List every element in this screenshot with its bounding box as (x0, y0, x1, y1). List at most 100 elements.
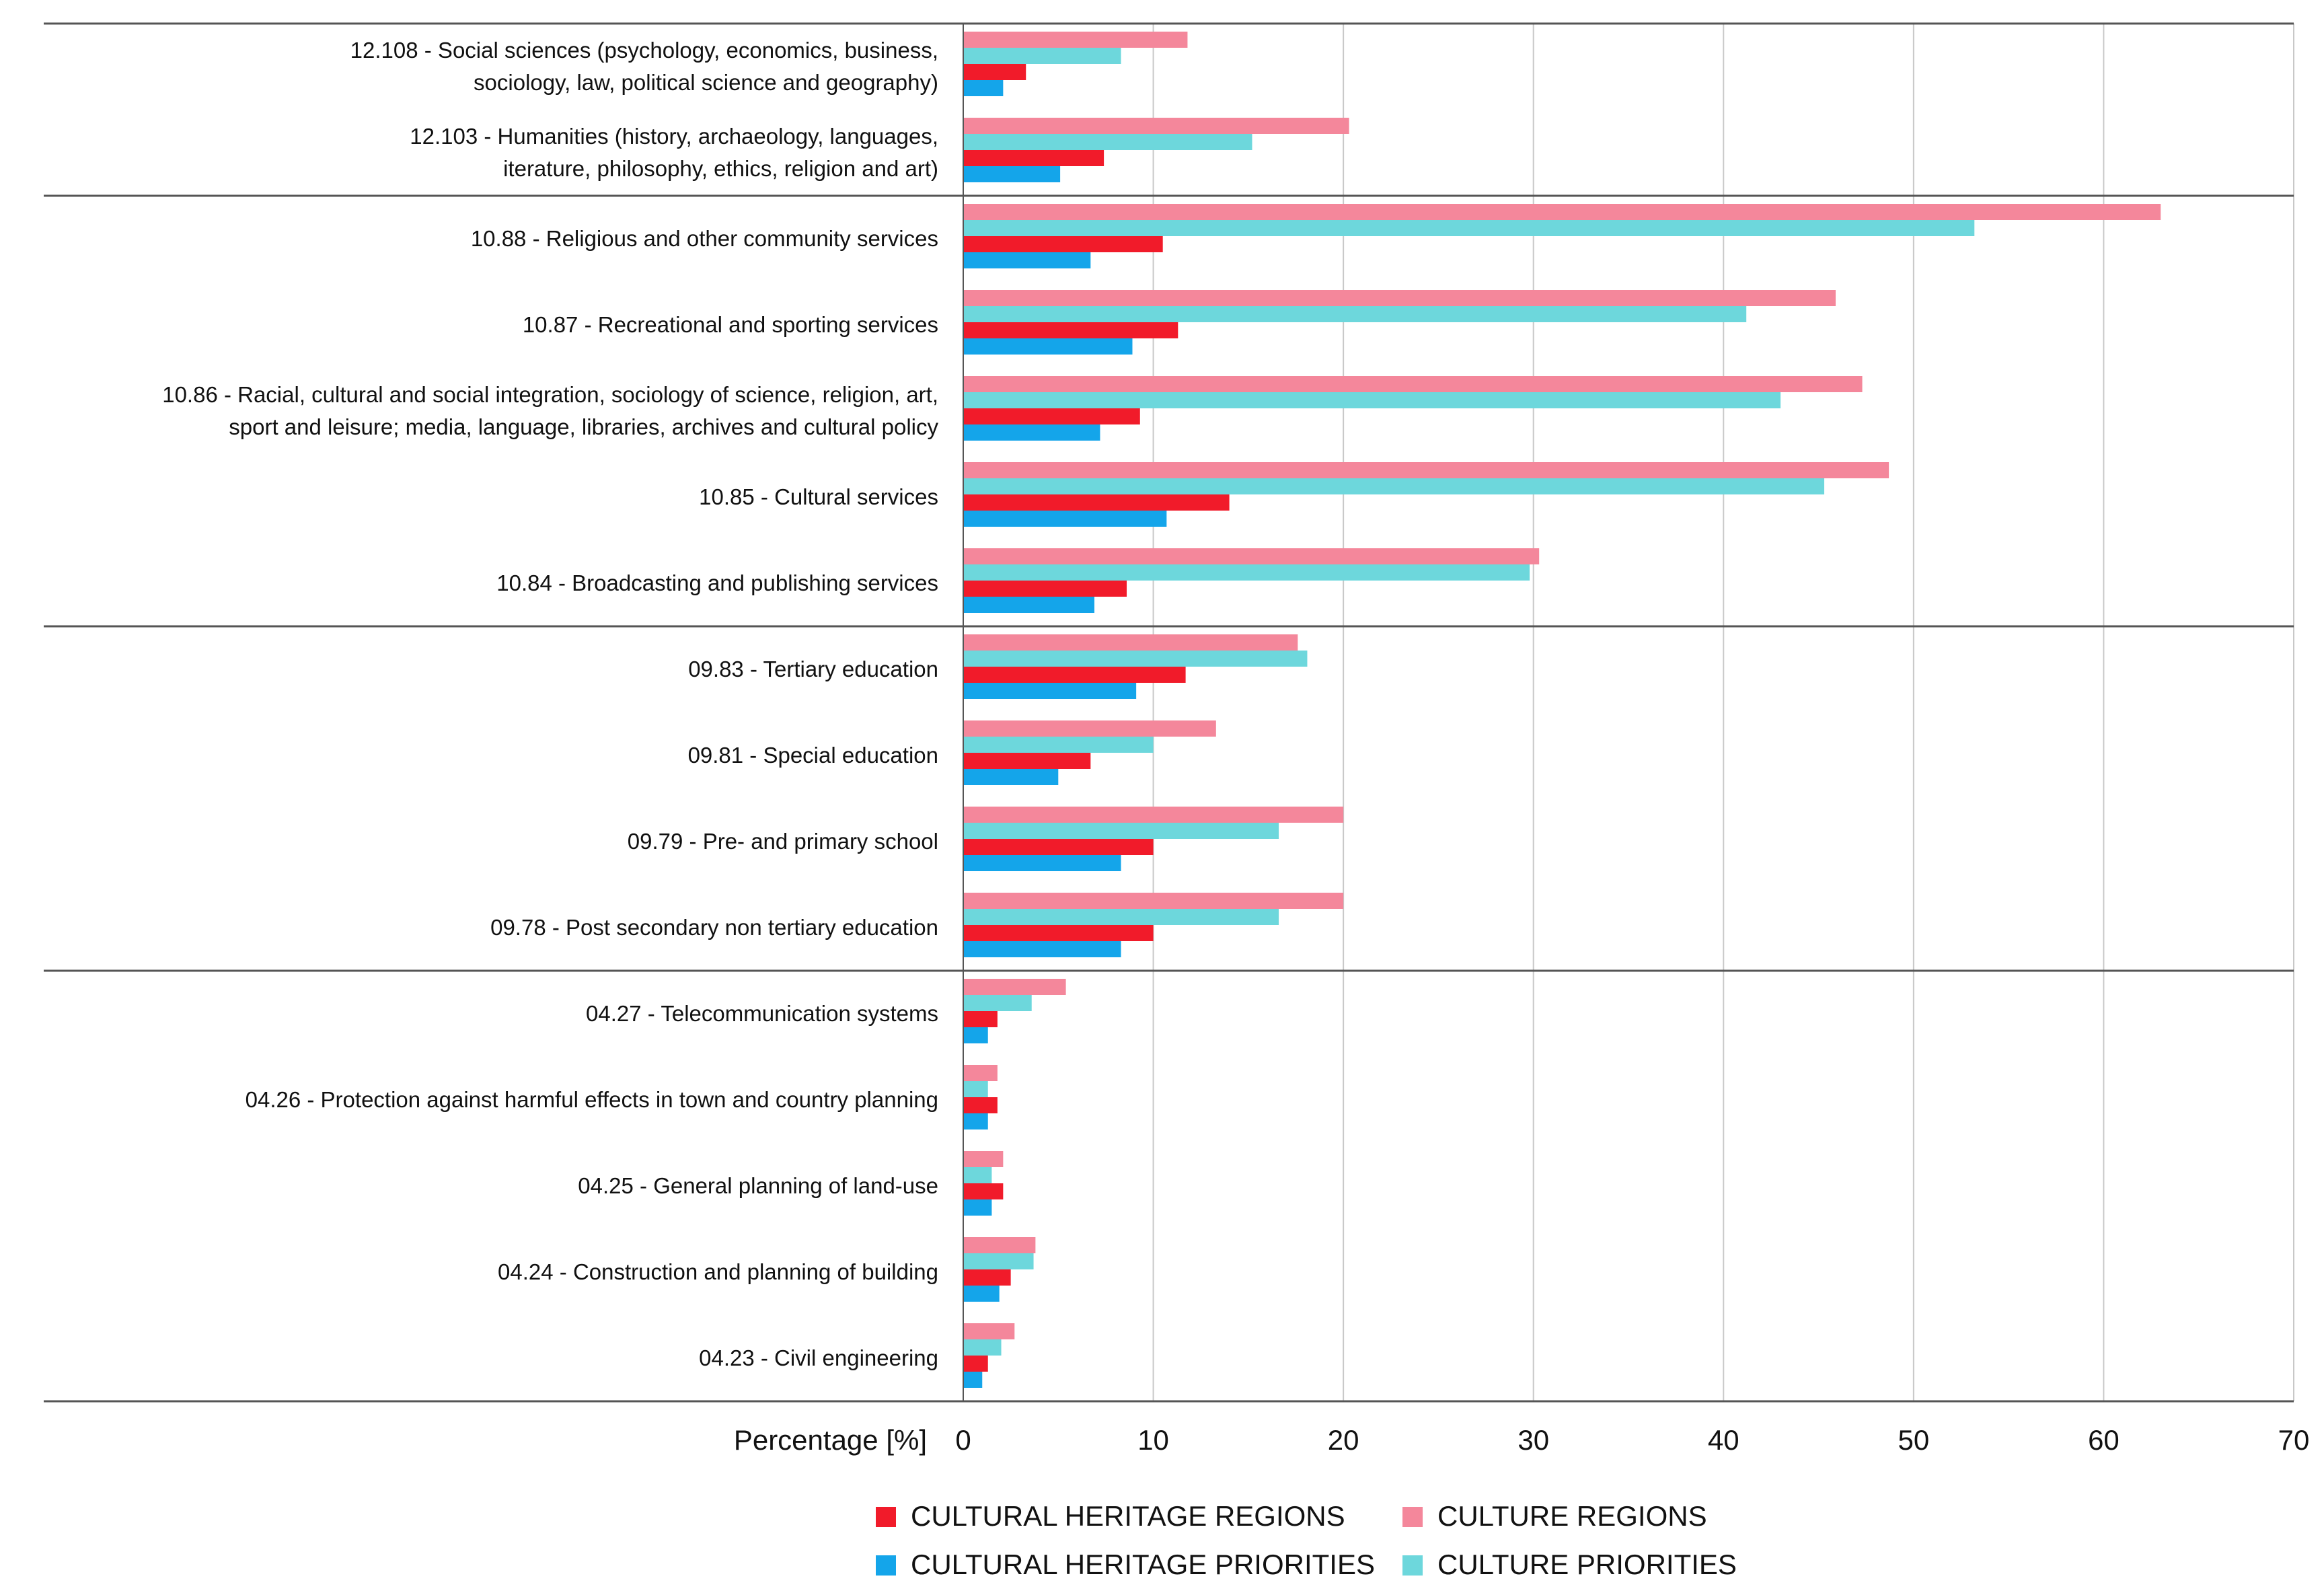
bar-cultural-heritage-regions-7 (963, 667, 1186, 683)
category-label-line: sport and leisure; media, language, libr… (229, 414, 938, 439)
legend-swatch (1402, 1555, 1423, 1576)
bar-culture-priorities-10 (963, 909, 1279, 925)
category-label-line: 10.86 - Racial, cultural and social inte… (162, 382, 938, 407)
category-label: 12.103 - Humanities (history, archaeolog… (410, 124, 938, 181)
bar-culture-regions-11 (963, 979, 1066, 995)
bar-cultural-heritage-priorities-1 (963, 166, 1061, 182)
category-label: 04.26 - Protection against harmful effec… (246, 1087, 938, 1112)
bar-cultural-heritage-priorities-12 (963, 1113, 988, 1129)
bar-cultural-heritage-priorities-3 (963, 338, 1133, 355)
bar-cultural-heritage-regions-11 (963, 1011, 998, 1027)
bar-cultural-heritage-priorities-6 (963, 597, 1094, 613)
bar-culture-regions-13 (963, 1151, 1004, 1167)
category-label-line: 04.25 - General planning of land-use (578, 1173, 938, 1198)
bar-culture-priorities-9 (963, 823, 1279, 839)
bar-cultural-heritage-priorities-8 (963, 769, 1059, 785)
bar-culture-regions-15 (963, 1323, 1015, 1339)
category-label: 04.24 - Construction and planning of bui… (498, 1259, 938, 1284)
bar-culture-priorities-1 (963, 134, 1252, 150)
category-label: 10.86 - Racial, cultural and social inte… (162, 382, 938, 439)
category-label-line: 12.108 - Social sciences (psychology, ec… (350, 38, 938, 63)
bar-cultural-heritage-regions-6 (963, 581, 1127, 597)
legend-swatch (1402, 1507, 1423, 1527)
bar-cultural-heritage-priorities-15 (963, 1372, 983, 1388)
category-label: 09.81 - Special education (688, 743, 938, 768)
x-axis-title: Percentage [%] (734, 1424, 927, 1456)
bar-culture-priorities-12 (963, 1081, 988, 1097)
grid-lines (963, 24, 2294, 1401)
bar-cultural-heritage-priorities-10 (963, 941, 1121, 957)
bar-culture-regions-2 (963, 204, 2161, 220)
category-label-line: 04.27 - Telecommunication systems (586, 1001, 938, 1026)
x-tick-label: 50 (1898, 1424, 1929, 1456)
bar-cultural-heritage-regions-4 (963, 408, 1140, 424)
category-label-line: 09.81 - Special education (688, 743, 938, 768)
category-label: 09.79 - Pre- and primary school (628, 829, 938, 854)
bar-culture-regions-3 (963, 290, 1836, 306)
category-label: 10.87 - Recreational and sporting servic… (523, 312, 938, 337)
category-label-line: 04.26 - Protection against harmful effec… (246, 1087, 938, 1112)
legend-item: CULTURE PRIORITIES (1402, 1549, 1737, 1580)
category-label: 04.23 - Civil engineering (699, 1345, 938, 1370)
bar-cultural-heritage-regions-2 (963, 236, 1163, 252)
bar-cultural-heritage-regions-1 (963, 150, 1104, 166)
bar-cultural-heritage-regions-5 (963, 494, 1230, 511)
x-tick-label: 30 (1517, 1424, 1549, 1456)
legend-label: CULTURAL HERITAGE PRIORITIES (911, 1549, 1375, 1580)
bar-culture-regions-0 (963, 32, 1188, 48)
bar-cultural-heritage-regions-3 (963, 322, 1178, 338)
bar-culture-regions-9 (963, 807, 1344, 823)
category-label-line: 10.88 - Religious and other community se… (471, 226, 938, 251)
bar-cultural-heritage-regions-12 (963, 1097, 998, 1113)
legend-swatch (876, 1507, 896, 1527)
category-labels: 12.108 - Social sciences (psychology, ec… (162, 38, 938, 1370)
bar-cultural-heritage-priorities-9 (963, 855, 1121, 871)
category-label: 04.25 - General planning of land-use (578, 1173, 938, 1198)
bar-culture-regions-14 (963, 1237, 1036, 1253)
category-label: 04.27 - Telecommunication systems (586, 1001, 938, 1026)
legend-label: CULTURAL HERITAGE REGIONS (911, 1500, 1345, 1532)
bar-culture-regions-12 (963, 1065, 998, 1081)
category-label-line: iterature, philosophy, ethics, religion … (503, 156, 938, 181)
category-label-line: 09.83 - Tertiary education (688, 657, 938, 681)
bar-cultural-heritage-regions-14 (963, 1269, 1011, 1286)
bar-culture-priorities-8 (963, 737, 1154, 753)
group-separators (44, 22, 2294, 1403)
bar-cultural-heritage-priorities-5 (963, 511, 1167, 527)
legend: CULTURAL HERITAGE REGIONS CULTURE REGIONS… (876, 1500, 1737, 1580)
category-label-line: sociology, law, political science and ge… (474, 70, 938, 95)
category-label-line: 10.87 - Recreational and sporting servic… (523, 312, 938, 337)
bar-culture-regions-5 (963, 462, 1889, 478)
bar-culture-regions-6 (963, 548, 1540, 564)
bar-cultural-heritage-priorities-7 (963, 683, 1137, 699)
bar-cultural-heritage-regions-13 (963, 1183, 1004, 1199)
bar-culture-priorities-4 (963, 392, 1781, 408)
bar-culture-priorities-11 (963, 995, 1032, 1011)
category-label-line: 10.84 - Broadcasting and publishing serv… (496, 570, 938, 595)
bar-culture-priorities-15 (963, 1339, 1002, 1356)
bar-cultural-heritage-regions-10 (963, 925, 1154, 941)
bar-cultural-heritage-priorities-0 (963, 80, 1004, 96)
bar-cultural-heritage-priorities-4 (963, 424, 1100, 441)
x-tick-label: 10 (1137, 1424, 1169, 1456)
category-label: 10.85 - Cultural services (699, 484, 938, 509)
bar-culture-priorities-6 (963, 564, 1530, 581)
category-label: 09.83 - Tertiary education (688, 657, 938, 681)
category-label-line: 09.78 - Post secondary non tertiary educ… (490, 915, 938, 940)
x-tick-label: 20 (1328, 1424, 1359, 1456)
bar-culture-priorities-7 (963, 651, 1308, 667)
category-label: 10.84 - Broadcasting and publishing serv… (496, 570, 938, 595)
bar-cultural-heritage-priorities-11 (963, 1027, 988, 1043)
bar-culture-priorities-5 (963, 478, 1825, 494)
bar-cultural-heritage-regions-8 (963, 753, 1091, 769)
category-label-line: 12.103 - Humanities (history, archaeolog… (410, 124, 938, 149)
legend-item: CULTURE REGIONS (1402, 1500, 1707, 1532)
bar-cultural-heritage-priorities-2 (963, 252, 1091, 268)
bar-culture-priorities-3 (963, 306, 1747, 322)
category-label: 09.78 - Post secondary non tertiary educ… (490, 915, 938, 940)
x-tick-label: 0 (955, 1424, 971, 1456)
category-label: 12.108 - Social sciences (psychology, ec… (350, 38, 938, 95)
x-tick-label: 70 (2278, 1424, 2310, 1456)
bar-culture-priorities-2 (963, 220, 1975, 236)
